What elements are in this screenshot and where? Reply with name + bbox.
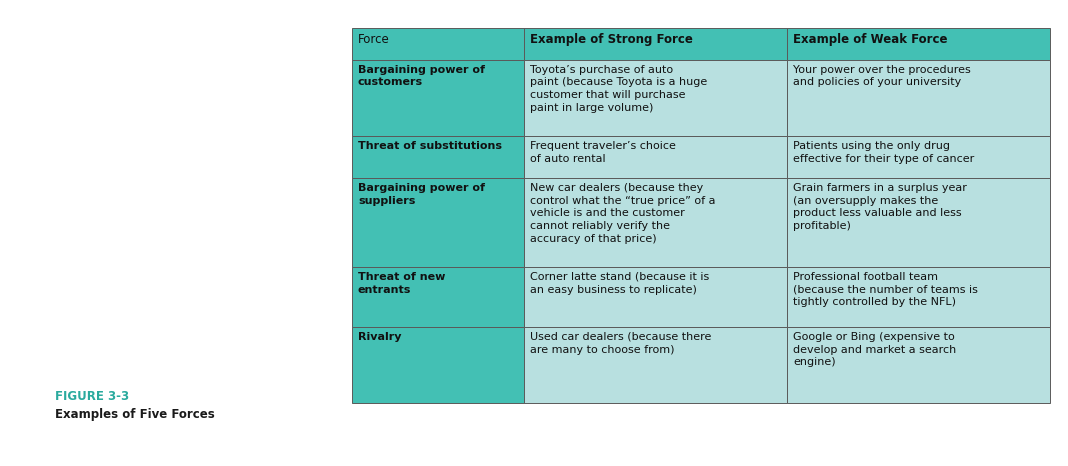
Text: Frequent traveler’s choice
of auto rental: Frequent traveler’s choice of auto renta… — [530, 141, 676, 164]
Bar — [787, 136, 1050, 178]
Text: FIGURE 3-3: FIGURE 3-3 — [54, 390, 129, 403]
Text: Bargaining power of
suppliers: Bargaining power of suppliers — [358, 183, 485, 206]
Text: Google or Bing (expensive to
develop and market a search
engine): Google or Bing (expensive to develop and… — [794, 332, 956, 367]
Text: Used car dealers (because there
are many to choose from): Used car dealers (because there are many… — [530, 332, 711, 355]
Text: Your power over the procedures
and policies of your university: Your power over the procedures and polic… — [794, 65, 971, 88]
Text: Example of Weak Force: Example of Weak Force — [794, 33, 947, 46]
Bar — [352, 327, 524, 403]
Bar — [524, 136, 787, 178]
Bar — [787, 267, 1050, 327]
Text: New car dealers (because they
control what the “true price” of a
vehicle is and : New car dealers (because they control wh… — [530, 183, 716, 244]
Bar — [352, 60, 524, 136]
Bar — [787, 28, 1050, 60]
Bar — [524, 178, 787, 267]
Bar — [524, 28, 787, 60]
Text: Rivalry: Rivalry — [358, 332, 402, 342]
Text: Patients using the only drug
effective for their type of cancer: Patients using the only drug effective f… — [794, 141, 974, 164]
Bar — [352, 178, 524, 267]
Bar — [524, 267, 787, 327]
Text: Corner latte stand (because it is
an easy business to replicate): Corner latte stand (because it is an eas… — [530, 272, 709, 295]
Bar — [352, 267, 524, 327]
Text: Examples of Five Forces: Examples of Five Forces — [54, 408, 215, 421]
Bar — [352, 28, 524, 60]
Bar — [352, 136, 524, 178]
Text: Force: Force — [358, 33, 390, 46]
Text: Toyota’s purchase of auto
paint (because Toyota is a huge
customer that will pur: Toyota’s purchase of auto paint (because… — [530, 65, 707, 113]
Text: Threat of new
entrants: Threat of new entrants — [358, 272, 445, 295]
Bar — [524, 60, 787, 136]
Text: Bargaining power of
customers: Bargaining power of customers — [358, 65, 485, 88]
Bar — [524, 327, 787, 403]
Bar — [787, 60, 1050, 136]
Text: Example of Strong Force: Example of Strong Force — [530, 33, 693, 46]
Bar — [787, 178, 1050, 267]
Text: Grain farmers in a surplus year
(an oversupply makes the
product less valuable a: Grain farmers in a surplus year (an over… — [794, 183, 967, 231]
Text: Threat of substitutions: Threat of substitutions — [358, 141, 502, 151]
Text: Professional football team
(because the number of teams is
tightly controlled by: Professional football team (because the … — [794, 272, 978, 308]
Bar — [787, 327, 1050, 403]
